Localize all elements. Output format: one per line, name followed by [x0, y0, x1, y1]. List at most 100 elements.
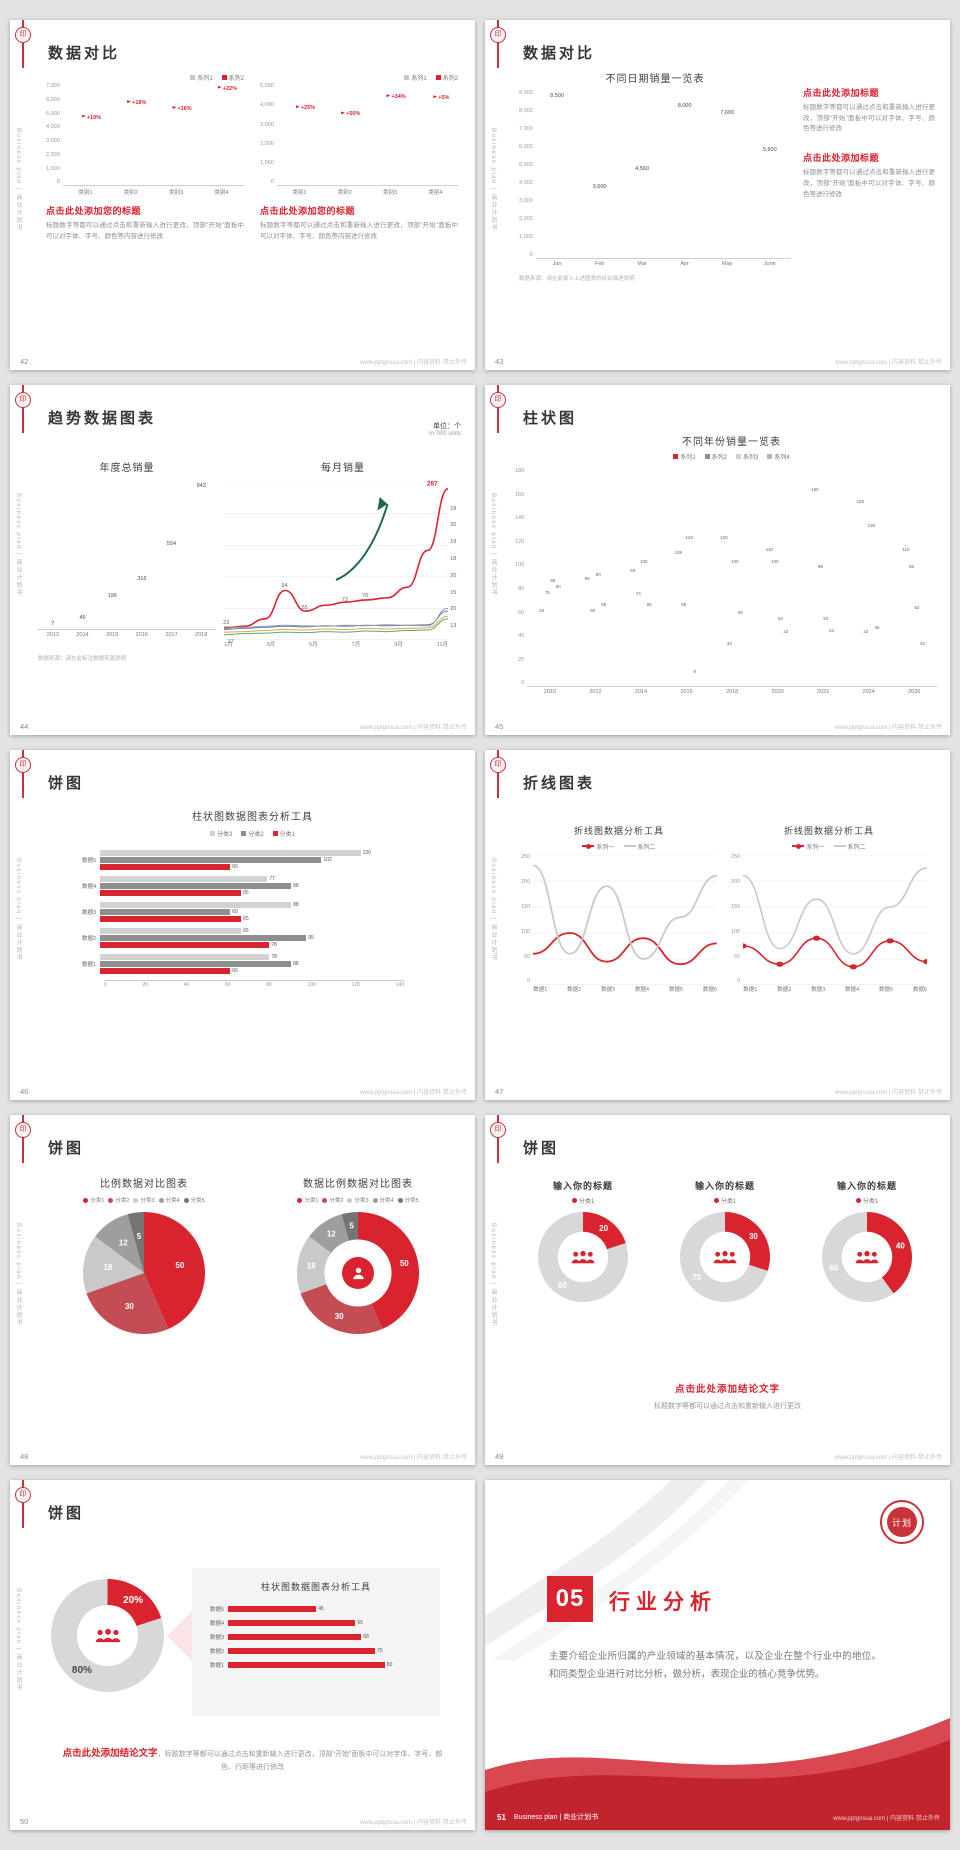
- red-accent-line: [22, 385, 24, 433]
- bar-wrap: +34%: [386, 84, 406, 185]
- x-tick-label: Mar: [637, 261, 647, 267]
- sidebar-vertical-text: Business plan | 商业计划书: [490, 493, 496, 597]
- slide-footer: 45 www.pptgnsua.com | 内容资料·禁止外传: [495, 722, 942, 731]
- slide-43[interactable]: 印 Business plan | 商业计划书 数据对比 不同日期销量一览表 9…: [485, 20, 950, 370]
- x-tick-label: 2014: [76, 632, 89, 638]
- legend-item: 分类2: [108, 1196, 129, 1204]
- svg-text:40: 40: [896, 1242, 905, 1251]
- legend-label: 分类4: [165, 1198, 180, 1204]
- bar-wrap: 74: [636, 469, 641, 686]
- y-tick-label: 4,000: [260, 102, 274, 109]
- bar-wrap: +18%: [127, 84, 146, 185]
- y-tick-label: 160: [515, 491, 525, 498]
- red-swoosh-graphic: [485, 1718, 950, 1830]
- line-annotation: 20: [450, 522, 457, 529]
- slide-50[interactable]: 印 Business plan | 商业计划书 饼图 20% 80% 柱状图数据图…: [10, 1480, 475, 1830]
- bar-value-text: 100: [771, 559, 779, 565]
- slide-44[interactable]: 印 Business plan | 商业计划书 趋势数据图表 单位：个 in '…: [10, 385, 475, 735]
- bar-wrap: [288, 84, 298, 185]
- donut-svg: 40 60: [822, 1212, 912, 1302]
- panel-title: 柱状图数据图表分析工具: [260, 1582, 371, 1592]
- bars: 8,000: [663, 91, 706, 259]
- bar-wrap: 9: [693, 469, 698, 686]
- slide-45[interactable]: 印 Business plan | 商业计划书 柱状图 不同年份销量一览表 系列…: [485, 385, 950, 735]
- slide-47[interactable]: 印 Business plan | 商业计划书 折线图表 折线图数据分析工具 系…: [485, 750, 950, 1100]
- column-title: 输入你的标题: [552, 1181, 613, 1191]
- line-chart-block-left: 折线图数据分析工具 系列一 系列二 250 200 150 100 50 0 数据1 数据2 数据…: [521, 824, 717, 995]
- slide-42[interactable]: 印 Business plan | 商业计划书 数据对比 系列1 系列2 7,00…: [10, 20, 475, 370]
- x-tick-label: 2017: [165, 632, 178, 638]
- slide-title: 饼图: [523, 1140, 560, 1157]
- bar-value-label: 96: [818, 564, 823, 569]
- bar-value-text: 110: [902, 547, 910, 553]
- chart-title: 每月销量: [321, 463, 365, 474]
- bar-value-label: 53: [778, 616, 783, 621]
- legend-label: 系列1: [411, 75, 427, 82]
- chart-title: 折线图数据分析工具: [573, 826, 664, 836]
- bar-value-label: 130: [868, 523, 876, 528]
- y-tick-label: 2,000: [260, 140, 274, 147]
- flag-icon: [217, 85, 222, 92]
- sidebar-vertical-text: Business plan | 商业计划书: [15, 1588, 21, 1692]
- y-axis: 180 160 140 120 100 80 60 40 20 0: [515, 468, 527, 697]
- bar-value-text: +50%: [346, 111, 361, 118]
- chart-title: 比例数据对比图表: [100, 1179, 188, 1190]
- svg-text:5: 5: [137, 1232, 142, 1241]
- y-tick-label: 5,000: [260, 83, 274, 89]
- red-accent-line: [22, 1115, 24, 1163]
- x-tick-label: 20: [142, 982, 149, 988]
- bar-group: 45 2014: [67, 482, 98, 640]
- slide-48[interactable]: 印 Business plan | 商业计划书 饼图 比例数据对比图表 分类1 分…: [10, 1115, 475, 1465]
- bar-wrap: 110: [902, 469, 910, 686]
- bars: 120 32 100 58: [709, 469, 755, 687]
- chart-legend: 系列一 系列二: [521, 841, 717, 851]
- page-number: 47: [495, 1087, 504, 1096]
- x-tick-label: 2012: [589, 689, 602, 695]
- bar-value-text: 62: [914, 605, 920, 611]
- x-tick-label: 100: [307, 982, 316, 988]
- slide-49[interactable]: 印 Business plan | 商业计划书 饼图 输入你的标题 分类1 20…: [485, 1115, 950, 1465]
- svg-text:5: 5: [349, 1222, 354, 1231]
- x-tick-label: 7月: [351, 642, 361, 648]
- bar: [228, 1606, 317, 1612]
- bar-value-label: 90: [596, 572, 601, 577]
- bar-chart: 5,000 4,000 3,000 2,000 1,000 0 +25% 类别1 +50% 类别2…: [260, 83, 459, 196]
- bar-value-label: 100: [771, 559, 779, 564]
- bar-value-text: 80: [555, 583, 561, 589]
- red-accent-line: [22, 1480, 24, 1528]
- sidebar-vertical-text: Business plan | 商业计划书: [15, 858, 21, 962]
- line-chart-block-right: 折线图数据分析工具 系列一 系列二 250 200 150 100 50 0 数据1 数据2 数据…: [731, 824, 927, 995]
- legend-label: 分类4: [379, 1198, 394, 1204]
- seal-stamp-icon: 印: [490, 1122, 506, 1138]
- slide-46[interactable]: 印 Business plan | 商业计划书 饼图 柱状图数据图表分析工具 分…: [10, 750, 475, 1100]
- bar-line: 60: [100, 968, 404, 974]
- y-tick-label: 2,000: [46, 151, 60, 158]
- x-axis: 1月 3月 5月 7月 9月 11月: [224, 640, 448, 650]
- legend-item: 分类3: [133, 1196, 155, 1204]
- bar-wrap: 96: [818, 469, 823, 686]
- y-tick-label: 0: [521, 680, 525, 687]
- legend-area: 分类1 分类2 分类3 分类4 分类5: [256, 1195, 460, 1205]
- bar-group: +10% 类别1: [62, 84, 109, 196]
- slide-51[interactable]: 计划 05 行业分析 主要介绍企业所归属的产业领域的基本情况，以及企业在整个行业…: [485, 1480, 950, 1830]
- legend-swatch: [221, 74, 227, 80]
- bar-value-label: 120: [362, 850, 371, 856]
- bar-value-text: 60: [590, 607, 596, 613]
- bar-wrap: 65: [647, 469, 652, 686]
- chart-legend: 系列1 系列2: [46, 72, 244, 82]
- bar-wrap: [334, 84, 344, 185]
- bar-wrap: 4,560: [634, 91, 651, 258]
- footer-text: www.pptgnsua.com | 内容资料·禁止外传: [835, 1455, 942, 1461]
- line-annotation: 18: [450, 505, 457, 512]
- donut-column-1: 输入你的标题 分类1 20 80: [519, 1179, 647, 1303]
- bar-wrap: +50%: [341, 84, 360, 185]
- sidebar-vertical-text: Business plan | 商业计划书: [15, 493, 21, 597]
- y-tick-label: 150: [731, 903, 741, 910]
- seal-stamp-icon: 印: [15, 1122, 31, 1138]
- x-tick-label: 类别4: [428, 190, 443, 196]
- legend-swatch: [241, 830, 247, 836]
- bar: [100, 935, 307, 941]
- x-tick-label: 类别2: [337, 190, 352, 196]
- x-tick-label: 数据3: [601, 987, 616, 993]
- legend-swatch: [704, 453, 710, 459]
